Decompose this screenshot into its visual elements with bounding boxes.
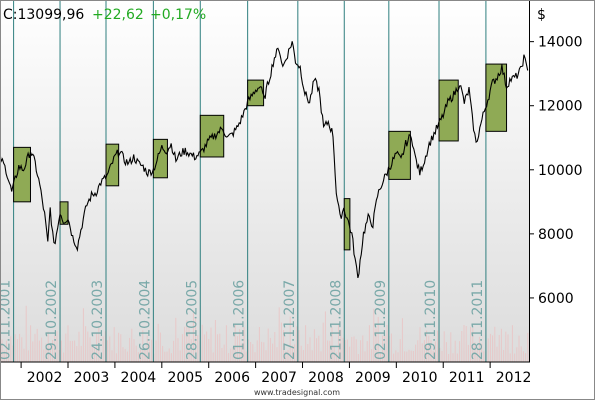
y-axis: 6000 8000 10000 12000 14000 xyxy=(530,35,583,307)
seasonal-date-label: 27.11.2007 xyxy=(282,280,298,360)
last-price: C:13099,96 xyxy=(3,7,84,23)
y-tick-label: 6000 xyxy=(538,291,574,307)
y-tick-label: 12000 xyxy=(538,99,583,115)
seasonal-date-label: 28.11.2011 xyxy=(470,280,486,360)
seasonal-date-label: 29.10.2002 xyxy=(44,280,60,360)
y-axis-unit: $ xyxy=(537,7,546,23)
footer-credit: www.tradesignal.com xyxy=(254,388,340,397)
seasonal-date-labels: 02.11.2001 29.10.2002 24.10.2003 26.10.2004… xyxy=(0,280,486,360)
seasonal-window-box xyxy=(152,138,168,179)
plot-background xyxy=(0,0,530,362)
price-change-pct: +0,17% xyxy=(150,7,206,23)
seasonal-window-box xyxy=(343,198,351,251)
seasonal-date-label: 26.10.2004 xyxy=(137,280,153,360)
x-tick-label: 2007 xyxy=(261,370,297,386)
x-tick-label: 2002 xyxy=(27,370,63,386)
x-tick-label: 2009 xyxy=(355,370,391,386)
x-tick-label: 2011 xyxy=(449,370,485,386)
x-tick-label: 2003 xyxy=(74,370,110,386)
seasonal-window-box xyxy=(438,79,459,142)
x-tick-label: 2005 xyxy=(167,370,203,386)
seasonal-date-label: 21.11.2008 xyxy=(328,280,344,360)
seasonal-date-label: 02.11.2009 xyxy=(373,280,389,360)
seasonal-date-label: 02.11.2001 xyxy=(0,280,14,360)
x-tick-label: 2010 xyxy=(402,370,438,386)
price-series xyxy=(0,41,529,279)
x-tick-label: 2006 xyxy=(214,370,250,386)
price-line xyxy=(0,41,529,279)
y-tick-label: 10000 xyxy=(538,163,583,179)
y-tick-label: 8000 xyxy=(538,227,574,243)
seasonal-date-label: 01.11.2006 xyxy=(232,280,248,360)
seasonal-date-label: 24.10.2003 xyxy=(90,280,106,360)
x-tick-label: 2012 xyxy=(496,370,532,386)
seasonal-date-label: 28.10.2005 xyxy=(184,280,200,360)
x-tick-label: 2008 xyxy=(308,370,344,386)
seasonal-window-box xyxy=(247,79,265,107)
seasonal-window-box xyxy=(59,201,69,225)
x-tick-label: 2004 xyxy=(121,370,157,386)
seasonal-window-box xyxy=(13,146,31,203)
seasonal-window-box xyxy=(485,63,508,132)
volume-layer xyxy=(1,305,529,362)
seasonal-boxes xyxy=(13,63,508,251)
x-axis: 2002 2003 2004 2005 2006 2007 2008 2009 2010 2011… xyxy=(20,362,532,386)
price-change: +22,62 xyxy=(92,7,144,23)
y-tick-label: 14000 xyxy=(538,35,583,51)
seasonal-date-label: 29.11.2010 xyxy=(423,280,439,360)
